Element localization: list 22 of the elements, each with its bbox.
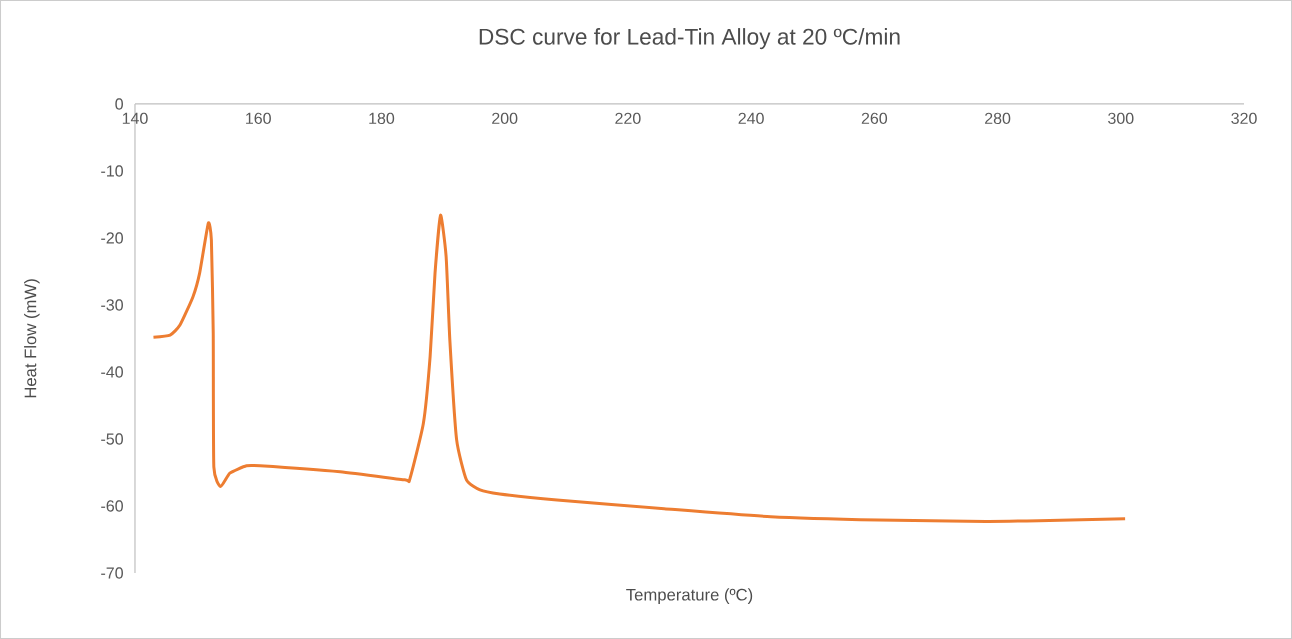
x-tick-label: 300: [1108, 112, 1134, 125]
y-tick-label: 0: [115, 98, 123, 110]
x-tick-label: 140: [122, 112, 148, 125]
y-tick-label: -70: [101, 567, 123, 579]
y-tick-label: -30: [101, 299, 123, 311]
x-tick-label: 220: [615, 112, 641, 125]
line-series: [151, 213, 1127, 523]
x-tick-label: 200: [492, 112, 518, 125]
y-tick-label: -20: [101, 232, 123, 244]
y-tick-label: -10: [101, 165, 123, 177]
x-tick-label: 320: [1231, 112, 1257, 125]
chart-title: DSC curve for Lead-Tin Alloy at 20 ºC/min: [479, 28, 900, 50]
x-tick-label: 160: [246, 112, 271, 125]
x-tick-label: 280: [985, 112, 1011, 125]
x-tick-label: 260: [861, 112, 888, 125]
x-tick-label: 240: [738, 112, 764, 125]
y-tick-label: -50: [101, 433, 123, 445]
x-tick-label: 180: [369, 112, 395, 125]
y-tick-label: -60: [101, 500, 123, 512]
y-axis-title: Heat Flow (mW): [24, 279, 40, 398]
y-tick-label: -40: [101, 366, 123, 378]
x-axis-title: Temperature (ºC): [626, 588, 753, 604]
